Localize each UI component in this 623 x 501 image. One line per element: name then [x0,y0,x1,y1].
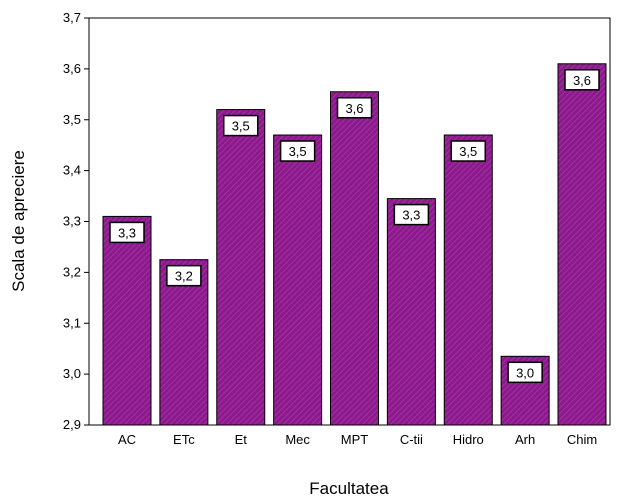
x-tick-label: Et [235,432,248,447]
data-label-box [507,361,543,384]
x-tick-label: ETc [173,432,195,447]
data-label: 3,6 [345,101,363,116]
data-label: 3,5 [459,144,477,159]
data-label-box [109,221,145,244]
y-axis: 2,9 3,0 3,1 3,2 3,3 3,4 3,5 3,6 3,7 [63,10,89,432]
data-label-box [279,140,316,162]
bar-etc [159,259,209,426]
x-axis: AC ETc Et Mec MPT C-tii Hidro Arh Chim [118,432,597,447]
data-label: 3,5 [232,119,250,134]
bar-mpt [330,91,379,426]
x-tick-label: Chim [567,432,597,447]
data-label: 3,2 [175,269,193,284]
data-label: 3,0 [516,365,534,380]
x-tick-label: MPT [341,432,369,447]
y-tick-label: 3,4 [63,163,81,178]
y-tick-label: 3,7 [63,10,81,25]
data-label-box [336,97,373,119]
y-tick-label: 3,3 [63,214,81,229]
y-tick-label: 3,6 [63,61,81,76]
x-axis-title: Facultatea [309,479,389,498]
y-tick-label: 3,1 [63,315,81,330]
x-tick-label: Arh [515,432,535,447]
data-label-box [564,69,600,91]
x-tick-label: C-tii [400,432,423,447]
y-tick-label: 2,9 [63,417,81,432]
bar-ac [102,215,152,426]
x-tick-label: Mec [285,432,310,447]
y-axis-title: Scala de apreciere [9,150,28,292]
data-label-box [450,140,486,162]
x-tick-label: Hidro [453,432,484,447]
data-label: 3,3 [402,208,420,223]
bar-chim [557,63,607,426]
data-label: 3,6 [573,73,591,88]
data-label: 3,3 [118,225,136,240]
y-tick-label: 3,5 [63,112,81,127]
bars-layer [102,63,607,426]
data-label-box [166,264,202,287]
data-labels: 3,3 3,2 3,5 3,5 3,6 3,3 3,5 3,0 3,6 [109,69,600,384]
bar-hidro [443,134,493,426]
bar-mec [273,134,323,426]
bar-c-tii [386,198,436,426]
y-tick-label: 3,0 [63,366,81,381]
data-label: 3,5 [289,144,307,159]
bar-et [216,109,266,426]
y-tick-label: 3,2 [63,264,81,279]
data-label-box [223,114,259,137]
x-tick-label: AC [118,432,136,447]
data-label-box [393,203,430,226]
